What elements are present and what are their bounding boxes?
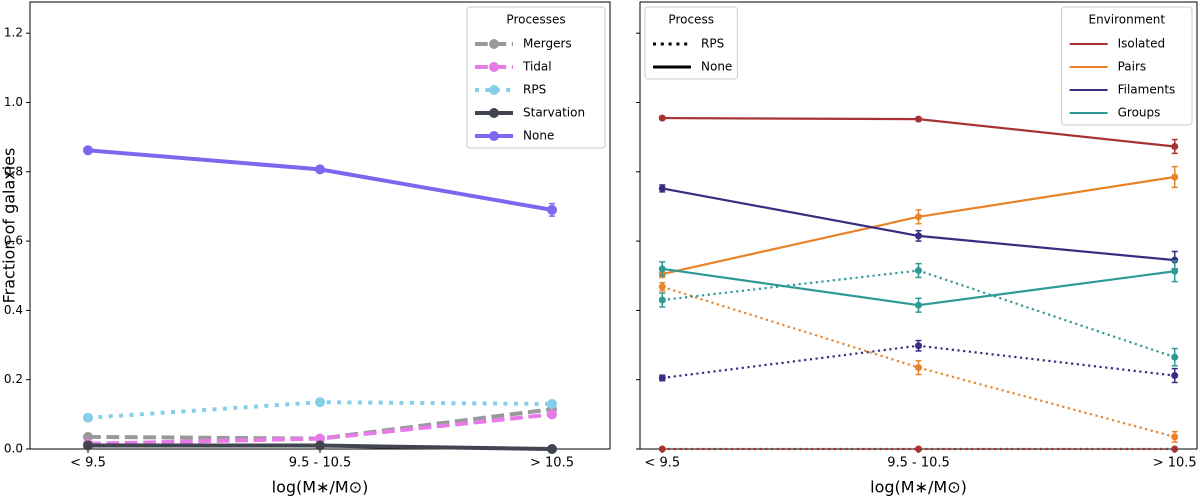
y-tick-label: 0.6 bbox=[4, 234, 23, 248]
data-point bbox=[547, 398, 557, 409]
data-point bbox=[658, 283, 666, 291]
data-point bbox=[83, 431, 93, 442]
legend-label: None bbox=[523, 129, 554, 143]
legend-title: Process bbox=[668, 13, 714, 27]
data-point bbox=[1171, 142, 1179, 150]
data-point bbox=[1171, 353, 1179, 361]
data-point bbox=[915, 342, 922, 350]
data-point bbox=[547, 444, 557, 454]
x-tick-label: < 9.5 bbox=[70, 456, 106, 471]
legend-box bbox=[644, 6, 738, 80]
y-axis-label: Fraction of galaxies bbox=[0, 148, 19, 304]
data-point bbox=[315, 433, 325, 444]
data-point bbox=[83, 440, 93, 451]
x-tick-label: > 10.5 bbox=[530, 456, 574, 471]
data-point bbox=[547, 409, 557, 420]
legend-marker bbox=[489, 62, 499, 72]
data-point bbox=[547, 204, 557, 215]
data-point bbox=[1171, 173, 1179, 181]
legend-marker bbox=[489, 85, 499, 95]
legend-label: Groups bbox=[1118, 106, 1161, 120]
y-tick-label: 0.8 bbox=[4, 164, 23, 178]
data-point bbox=[915, 445, 922, 453]
legend-marker bbox=[489, 39, 499, 49]
data-point bbox=[658, 184, 666, 192]
y-tick-label: 1.0 bbox=[4, 95, 23, 109]
data-point bbox=[658, 265, 666, 273]
legend-title: Processes bbox=[506, 13, 565, 27]
data-point bbox=[915, 115, 922, 123]
legend-label: Pairs bbox=[1118, 60, 1147, 74]
data-point bbox=[658, 296, 666, 304]
legend-label: RPS bbox=[523, 83, 546, 97]
legend-title: Environment bbox=[1088, 13, 1165, 27]
data-point bbox=[1171, 372, 1179, 380]
data-point bbox=[658, 445, 666, 453]
legend-label: Mergers bbox=[523, 37, 572, 51]
legend-box bbox=[1061, 6, 1193, 126]
data-point bbox=[915, 232, 922, 240]
data-point bbox=[915, 267, 922, 275]
legend-label: None bbox=[701, 60, 732, 74]
legend-marker bbox=[489, 131, 499, 141]
y-tick-label: 0.0 bbox=[4, 442, 23, 456]
x-tick-label: > 10.5 bbox=[1153, 456, 1197, 471]
y-tick-label: 1.2 bbox=[4, 26, 23, 40]
data-point bbox=[1171, 433, 1179, 441]
data-point bbox=[915, 301, 922, 309]
data-point bbox=[1171, 267, 1179, 275]
legend-label: Tidal bbox=[522, 60, 552, 74]
x-axis-label: log(M∗/M⊙) bbox=[870, 478, 967, 497]
data-point bbox=[315, 440, 325, 451]
data-point bbox=[658, 114, 666, 122]
data-point bbox=[1171, 445, 1179, 453]
legend-label: Filaments bbox=[1118, 83, 1176, 97]
x-tick-label: < 9.5 bbox=[644, 456, 680, 471]
data-point bbox=[658, 374, 666, 382]
data-point bbox=[83, 145, 93, 156]
x-tick-label: 9.5 - 10.5 bbox=[887, 456, 950, 471]
data-point bbox=[83, 412, 93, 423]
y-tick-label: 0.2 bbox=[4, 372, 23, 386]
data-point bbox=[915, 213, 922, 221]
legend-label: Isolated bbox=[1118, 37, 1166, 51]
data-point bbox=[915, 364, 922, 372]
legend-box bbox=[466, 6, 606, 149]
data-point bbox=[315, 164, 325, 175]
legend-marker bbox=[489, 108, 499, 118]
x-tick-label: 9.5 - 10.5 bbox=[289, 456, 352, 471]
data-point bbox=[315, 397, 325, 408]
x-axis-label: log(M∗/M⊙) bbox=[272, 478, 369, 497]
y-tick-label: 0.4 bbox=[4, 303, 23, 317]
legend-label: Starvation bbox=[523, 106, 585, 120]
legend-label: RPS bbox=[701, 37, 724, 51]
